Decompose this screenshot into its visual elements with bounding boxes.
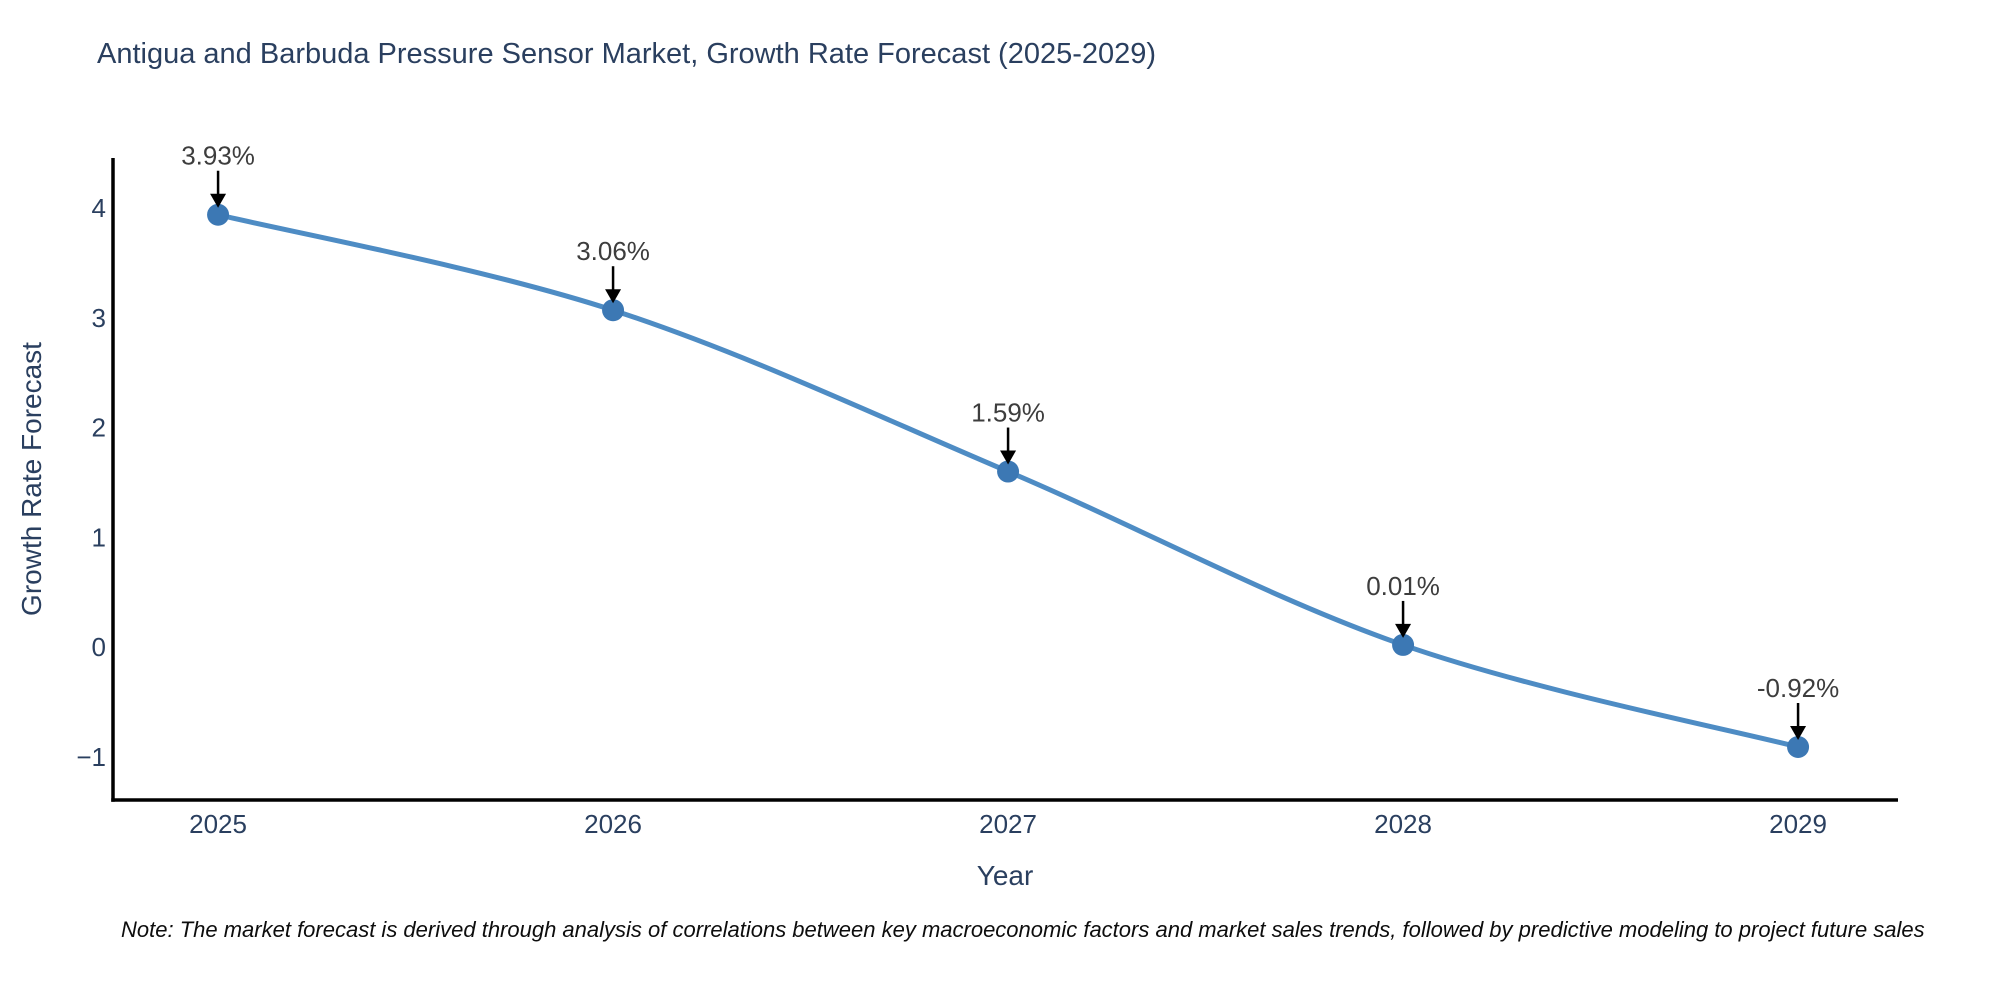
- y-tick-label: 0: [92, 632, 106, 662]
- x-tick-label: 2029: [1769, 809, 1827, 839]
- annotation-arrowhead-icon: [605, 289, 622, 304]
- annotation-label: -0.92%: [1757, 673, 1839, 703]
- annotation-label: 0.01%: [1366, 571, 1440, 601]
- x-tick-label: 2027: [979, 809, 1037, 839]
- data-point-marker-2026[interactable]: [602, 299, 625, 322]
- data-point-marker-2027[interactable]: [997, 460, 1020, 483]
- x-tick-label: 2026: [584, 809, 642, 839]
- y-tick-label: 3: [92, 303, 106, 333]
- y-tick-label: 2: [92, 413, 106, 443]
- y-axis-title: Growth Rate Forecast: [16, 342, 47, 616]
- annotation-arrowhead-icon: [1000, 450, 1017, 465]
- annotation-arrowhead-icon: [210, 193, 227, 208]
- data-point-marker-2025[interactable]: [207, 203, 230, 226]
- data-point-marker-2029[interactable]: [1787, 735, 1810, 758]
- x-tick-label: 2028: [1374, 809, 1432, 839]
- annotation-label: 1.59%: [971, 398, 1045, 428]
- x-tick-label: 2025: [189, 809, 247, 839]
- y-tick-label: −1: [76, 742, 106, 772]
- footnote: Note: The market forecast is derived thr…: [121, 917, 1925, 942]
- annotation-arrowhead-icon: [1790, 725, 1807, 740]
- y-tick-label: 4: [92, 193, 106, 223]
- annotation-label: 3.93%: [181, 141, 255, 171]
- annotation-arrowhead-icon: [1395, 623, 1412, 638]
- y-tick-label: 1: [92, 522, 106, 552]
- x-axis-title: Year: [976, 860, 1034, 891]
- chart-title: Antigua and Barbuda Pressure Sensor Mark…: [97, 38, 1157, 70]
- data-point-marker-2028[interactable]: [1392, 633, 1415, 656]
- annotation-label: 3.06%: [576, 236, 650, 266]
